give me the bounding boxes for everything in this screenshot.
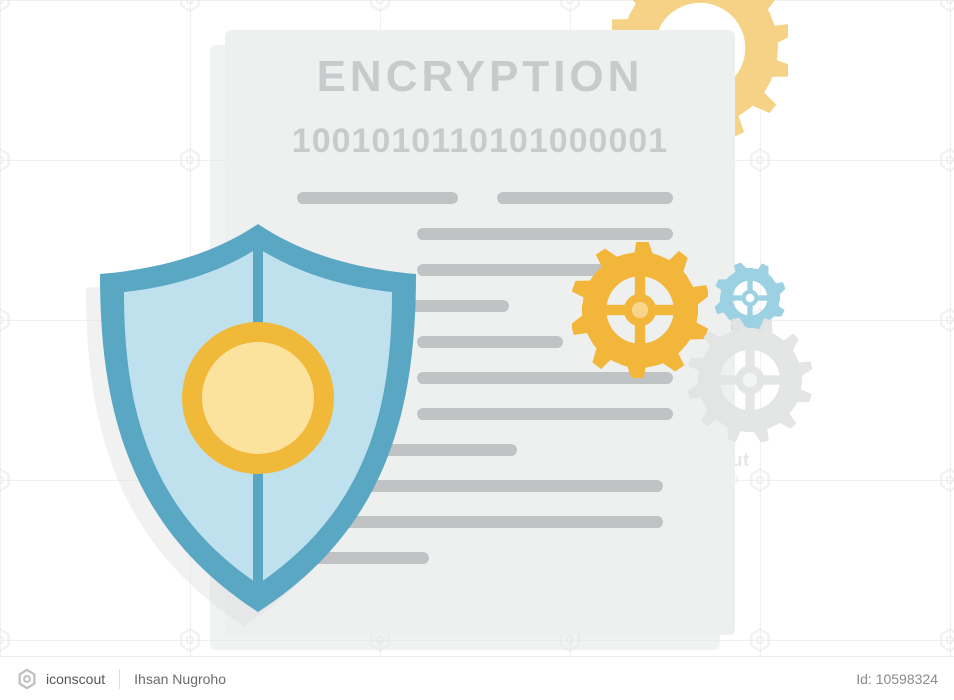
watermark-hex-icon [747,627,773,653]
watermark-hex-icon [0,467,13,493]
watermark-hex-icon [747,147,773,173]
watermark-hex-icon [0,147,13,173]
watermark-hex-icon [177,0,203,13]
footer-brand-label: iconscout [46,671,105,687]
watermark-hex-icon [367,0,393,13]
document-text-line [497,192,673,204]
watermark-hex-icon [937,307,954,333]
document-text-line [417,336,563,348]
watermark-hex-icon [937,147,954,173]
watermark-hex-icon [177,147,203,173]
watermark-hex-icon [0,627,13,653]
footer-id-prefix: Id: [856,671,875,687]
watermark-hex-icon [937,0,954,13]
footer-author-label: Ihsan Nugroho [134,671,226,687]
watermark-hex-icon [747,467,773,493]
gear-grey-icon [688,318,812,442]
watermark-hex-icon [557,0,583,13]
watermark-hex-icon [937,627,954,653]
document-title: ENCRYPTION [225,52,735,102]
footer-brand: iconscout [16,668,105,690]
medallion-icon [178,318,338,478]
watermark-hex-icon [0,307,13,333]
hexagon-icon [16,668,38,690]
document-text-line [417,408,673,420]
footer-id-value: 10598324 [876,671,938,687]
document-binary-string: 1001010110101000001 [225,122,735,161]
footer-id: Id: 10598324 [856,671,938,687]
shield [88,218,428,618]
footer-divider [119,669,120,689]
document-text-line [417,228,673,240]
watermark-hex-icon [937,467,954,493]
document-text-line [297,192,458,204]
footer-bar: iconscout Ihsan Nugroho Id: 10598324 [0,656,954,700]
watermark-hex-icon [0,0,13,13]
